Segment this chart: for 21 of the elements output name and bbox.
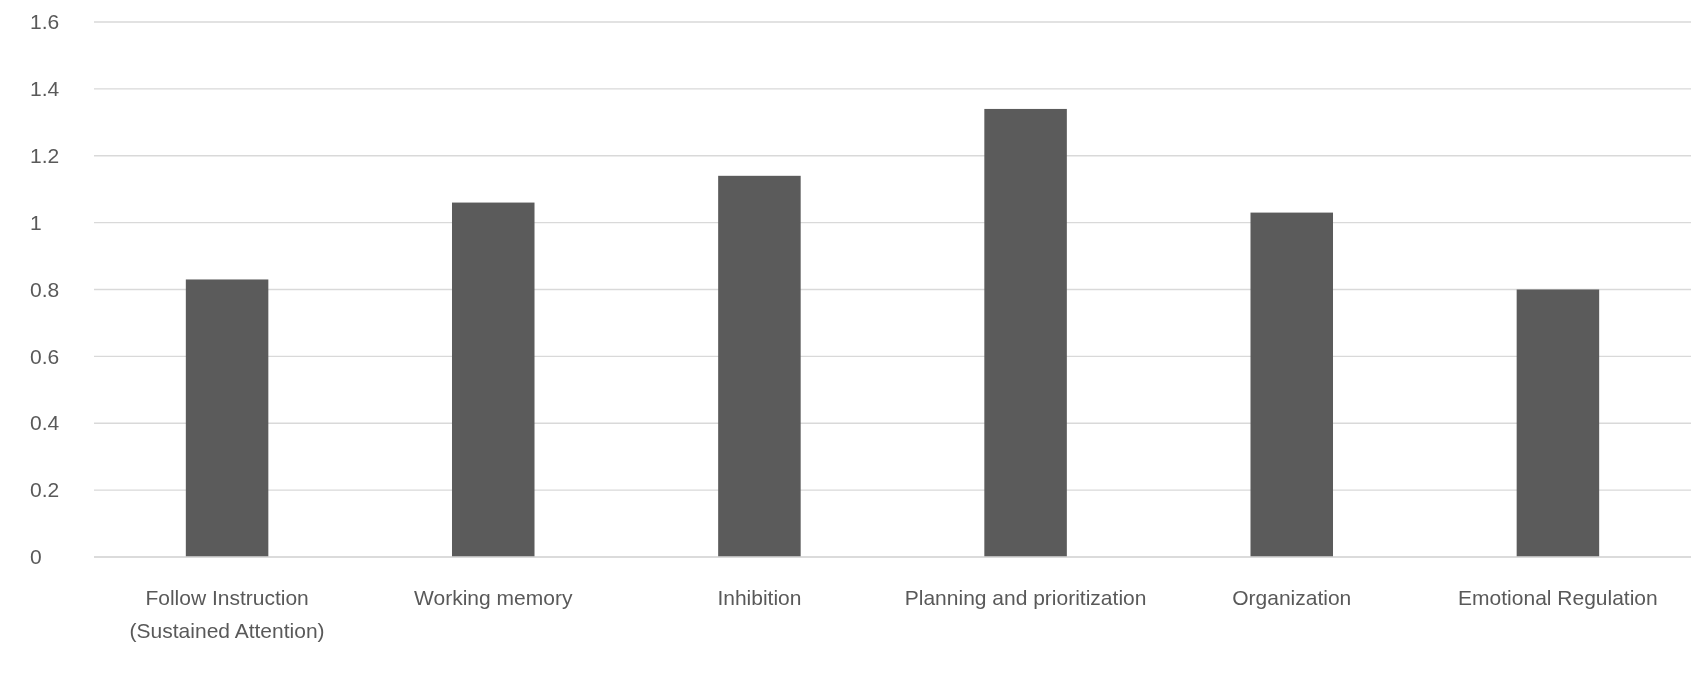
x-tick-label: Working memory [414, 586, 573, 609]
y-tick-label: 0.4 [30, 411, 60, 435]
x-tick-label: Planning and prioritization [904, 586, 1147, 609]
y-tick-label: 0 [30, 545, 42, 569]
bar [718, 175, 801, 557]
bar [451, 202, 535, 557]
x-tick-label: Inhibition [717, 586, 802, 609]
bar [1250, 212, 1333, 557]
bar [1516, 289, 1600, 557]
y-tick-label: 1.6 [30, 10, 60, 34]
y-tick-label: 0.2 [30, 478, 60, 502]
y-tick-label: 1.4 [30, 77, 60, 101]
y-tick-label: 0.6 [30, 344, 60, 368]
x-tick-label: Organization [1232, 586, 1352, 609]
y-tick-label: 1.2 [30, 143, 60, 167]
y-tick-label: 1 [30, 210, 42, 234]
bar [984, 108, 1067, 557]
bar [185, 279, 269, 557]
x-tick-label: Follow Instruction (Sustained Attention) [129, 586, 325, 642]
y-tick-label: 0.8 [30, 277, 60, 301]
x-tick-label: Emotional Regulation [1458, 586, 1658, 609]
